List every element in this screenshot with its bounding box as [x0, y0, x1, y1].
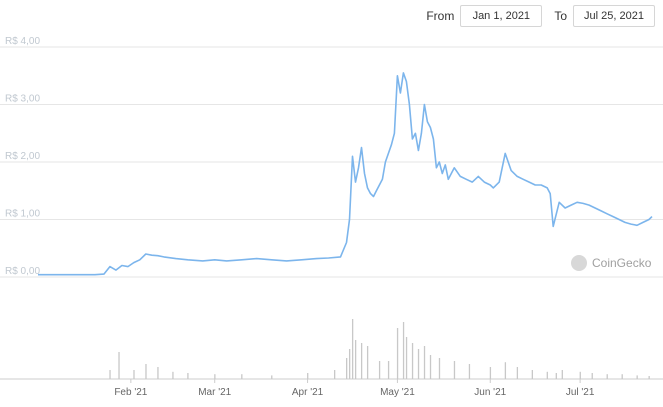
- volume-bar: [579, 371, 581, 379]
- coingecko-watermark: CoinGecko: [571, 255, 652, 271]
- volume-bar: [591, 373, 593, 379]
- x-axis: Feb '21 Mar '21 Apr '21 May '21 Jun '21 Jul '…: [0, 378, 663, 398]
- price-line: [38, 72, 653, 276]
- volume-bar: [172, 371, 174, 379]
- volume-bar: [489, 367, 492, 379]
- to-date-input[interactable]: Jul 25, 2021: [573, 5, 655, 27]
- from-label: From: [426, 9, 455, 23]
- x-tick-label: May '21: [380, 387, 415, 398]
- volume-bar: [561, 370, 563, 379]
- volume-bar: [621, 374, 623, 379]
- volume-bar: [118, 352, 120, 379]
- volume-bar: [636, 375, 638, 379]
- y-tick-label: R$ 0,00: [5, 266, 40, 277]
- grid-lines: [0, 46, 663, 278]
- x-tick-label: Jul '21: [566, 387, 595, 398]
- volume-bar: [214, 374, 216, 379]
- volume-bar: [354, 340, 357, 379]
- y-axis: R$ 0,00 R$ 1,00 R$ 2,00 R$ 3,00 R$ 4,00: [5, 36, 40, 277]
- volume-bar: [555, 373, 557, 379]
- watermark-text: CoinGecko: [592, 256, 652, 270]
- volume-bar: [429, 355, 432, 379]
- x-tick-label: Jun '21: [474, 387, 506, 398]
- volume-bar: [423, 346, 426, 379]
- volume-bar: [411, 343, 414, 379]
- price-series: [38, 72, 653, 276]
- y-tick-label: R$ 1,00: [5, 209, 40, 220]
- volume-bar: [546, 371, 548, 379]
- volume-bar: [360, 343, 363, 379]
- volume-bar: [648, 376, 650, 379]
- volume-bar: [438, 358, 441, 379]
- volume-bar: [378, 361, 381, 379]
- y-tick-label: R$ 2,00: [5, 151, 40, 162]
- volume-bar: [387, 361, 390, 379]
- volume-bar: [241, 374, 243, 379]
- volume-bar: [351, 319, 354, 379]
- volume-bar: [271, 375, 273, 379]
- volume-bar: [187, 373, 189, 379]
- volume-bar: [516, 367, 519, 379]
- x-tick-label: Mar '21: [198, 387, 231, 398]
- x-tick-label: Feb '21: [114, 387, 147, 398]
- volume-bar: [468, 364, 471, 379]
- volume-bar: [133, 370, 135, 379]
- volume-bar: [402, 322, 405, 379]
- volume-bar: [157, 367, 159, 379]
- volume-bar: [334, 370, 336, 379]
- x-tick-label: Apr '21: [292, 387, 324, 398]
- volume-bar: [366, 346, 369, 379]
- date-range-picker: From Jan 1, 2021 To Jul 25, 2021: [426, 5, 655, 27]
- volume-bar: [345, 358, 348, 379]
- volume-bar: [504, 362, 507, 379]
- volume-bar: [453, 361, 456, 379]
- volume-bar: [531, 370, 533, 379]
- y-tick-label: R$ 4,00: [5, 36, 40, 47]
- volume-bar: [417, 349, 420, 379]
- from-date-input[interactable]: Jan 1, 2021: [460, 5, 543, 27]
- volume-bar: [307, 373, 309, 379]
- volume-bar: [145, 364, 147, 379]
- volume-bar: [396, 328, 399, 379]
- to-label: To: [554, 9, 567, 23]
- volume-bar: [606, 374, 608, 379]
- volume-bars: [109, 319, 650, 379]
- volume-bar: [109, 370, 111, 379]
- volume-bar: [405, 337, 408, 379]
- y-tick-label: R$ 3,00: [5, 94, 40, 105]
- coingecko-logo-icon: [571, 255, 587, 271]
- volume-bar: [348, 349, 351, 379]
